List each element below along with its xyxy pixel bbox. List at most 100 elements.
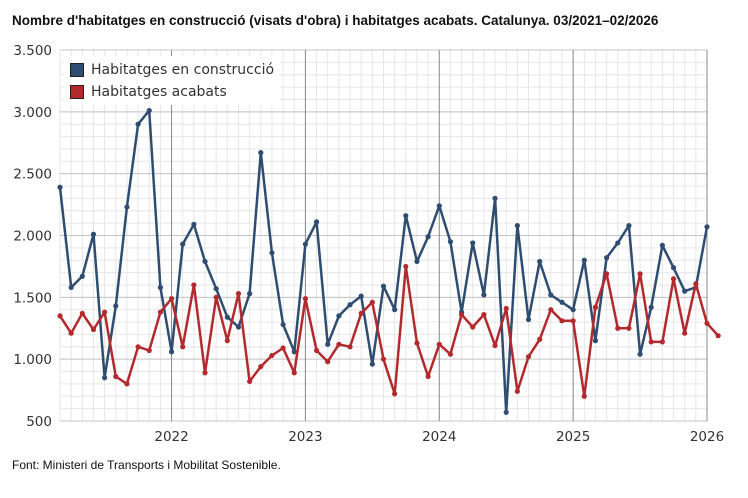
series-0-point	[670, 265, 677, 271]
series-1-point	[604, 271, 610, 277]
series-1-point	[659, 339, 665, 345]
series-0-point	[682, 288, 688, 294]
series-1-point	[492, 342, 498, 349]
legend-swatch-acabats	[70, 85, 84, 99]
series-0-point	[626, 223, 632, 229]
series-0-point	[436, 203, 442, 209]
series-1-point	[79, 310, 85, 317]
series-1-point	[224, 338, 230, 344]
series-0-point	[135, 121, 141, 127]
series-1-point	[682, 330, 688, 336]
series-0-point	[358, 293, 364, 299]
series-0-point	[146, 107, 152, 114]
series-1-point	[113, 373, 119, 380]
series-0-point	[258, 150, 264, 156]
series-1-point	[481, 312, 487, 318]
series-1-point	[525, 354, 532, 360]
series-1-point	[213, 294, 219, 300]
series-0-point	[235, 324, 242, 330]
series-1-point	[358, 310, 364, 317]
series-0-point	[615, 240, 621, 246]
legend: Habitatges en construcció Habitatges aca…	[64, 56, 281, 105]
series-1-point	[693, 281, 699, 287]
series-1-point	[447, 351, 454, 357]
source-note: Font: Ministeri de Transports i Mobilita…	[12, 458, 281, 472]
series-0-point	[113, 303, 119, 309]
y-tick-label: 1.500	[13, 290, 52, 306]
series-0-point	[168, 349, 175, 355]
series-0-point	[659, 242, 665, 248]
series-0-point	[704, 224, 710, 230]
series-1-point	[425, 373, 431, 380]
series-0-point	[157, 284, 163, 291]
series-1-point	[648, 339, 654, 345]
series-0-point	[247, 291, 253, 297]
major-gridlines	[60, 49, 708, 422]
series-0-point	[291, 349, 297, 355]
series-0-point	[604, 255, 610, 261]
series-0-point	[224, 314, 230, 320]
series-1-point	[57, 313, 63, 319]
series-1-point	[124, 381, 130, 387]
series-1-point	[135, 344, 141, 350]
series-1-point	[336, 341, 342, 347]
series-1-point	[592, 304, 599, 310]
y-tick-label: 3.000	[13, 105, 52, 121]
series-1-point	[68, 330, 74, 336]
y-tick-label: 3.500	[13, 43, 52, 59]
series-0-point	[414, 258, 420, 265]
series-0-point	[213, 286, 219, 292]
y-axis-tick-labels: 500 1.000 1.500 2.000 2.500 3.000 3.500	[13, 43, 52, 430]
series-1-point	[202, 370, 208, 376]
series-1-point	[269, 352, 275, 359]
series-0-point	[392, 307, 398, 313]
series-0-point	[102, 375, 108, 381]
series-0-point	[403, 213, 409, 219]
series-1-point	[704, 320, 710, 326]
series-0-point	[68, 284, 74, 291]
series-0-point	[525, 316, 532, 323]
y-tick-label: 1.000	[13, 352, 52, 368]
series-0-point	[470, 240, 476, 246]
series-1-point	[247, 378, 253, 385]
series-1-point	[369, 299, 375, 305]
series-1-point	[570, 318, 576, 324]
series-1-point	[670, 276, 677, 282]
series-0-point	[425, 234, 431, 240]
series-1-point	[458, 312, 465, 318]
series-1-point	[90, 326, 97, 333]
series-1-point	[291, 370, 297, 376]
series-0-point	[648, 304, 654, 310]
series-1-point	[180, 344, 186, 350]
series-0-point	[313, 219, 320, 225]
series-layer	[57, 107, 721, 415]
x-tick-label: 2025	[556, 429, 590, 445]
legend-item-acabats: Habitatges acabats	[70, 81, 274, 103]
chart-title: Nombre d'habitatges en construcció (visa…	[12, 13, 659, 28]
series-1-point	[548, 307, 554, 313]
series-1-point	[403, 263, 409, 270]
series-1-point	[514, 388, 520, 394]
series-0-point	[447, 239, 454, 245]
series-0-point	[637, 351, 643, 357]
series-1-point	[347, 344, 353, 350]
series-0-point	[537, 258, 543, 265]
series-1-point	[325, 359, 331, 365]
series-0-point	[202, 258, 208, 265]
series-1-point	[436, 341, 442, 347]
series-0-point	[548, 292, 554, 298]
series-0-point	[592, 338, 599, 344]
series-0-point	[90, 231, 97, 237]
series-0-point	[180, 241, 186, 247]
series-1-point	[235, 291, 242, 297]
series-1-point	[581, 393, 587, 399]
series-1-point	[637, 271, 643, 277]
y-tick-label: 2.000	[13, 229, 52, 245]
series-0-point	[325, 341, 331, 347]
series-0-point	[191, 221, 197, 227]
series-0-point	[369, 361, 375, 367]
series-1-point	[146, 347, 152, 354]
legend-label-construccio: Habitatges en construcció	[91, 62, 275, 78]
series-1-point	[313, 347, 320, 354]
